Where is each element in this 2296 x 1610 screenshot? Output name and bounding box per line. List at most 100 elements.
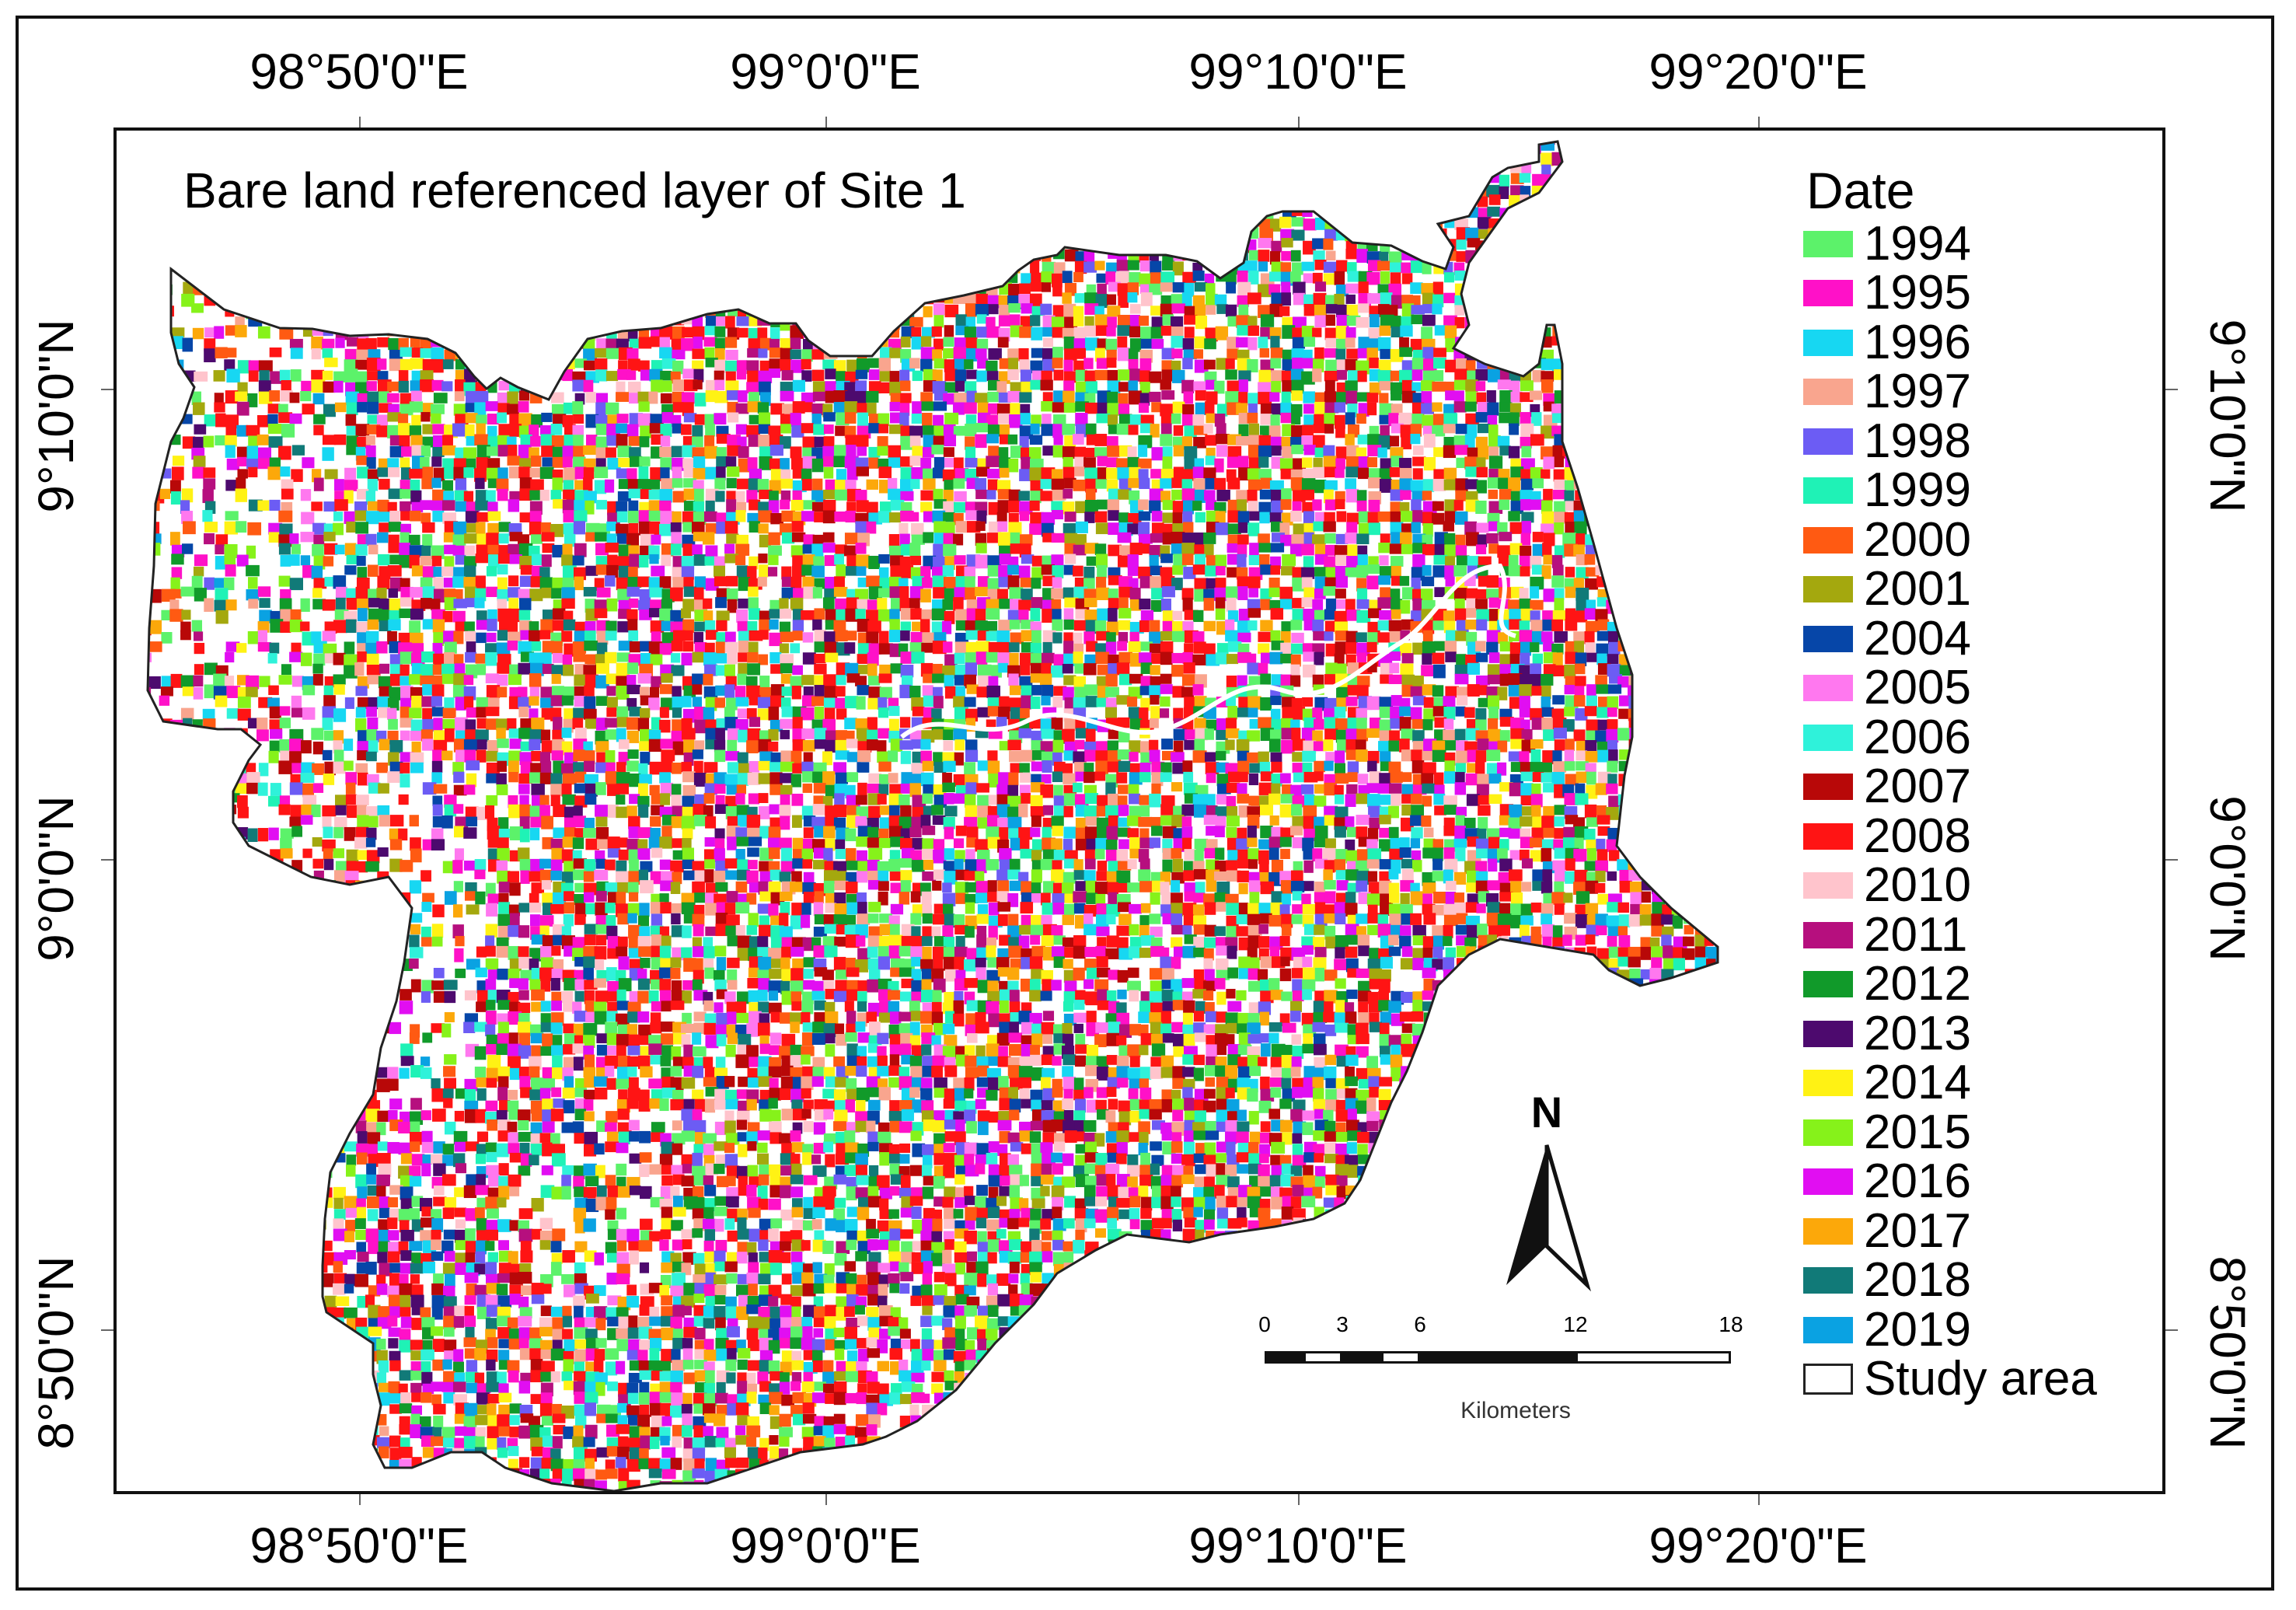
legend-item-2014: 2014 xyxy=(1803,1059,2097,1109)
scale-segment xyxy=(1420,1351,1575,1364)
graticule-tick xyxy=(101,859,113,861)
latitude-label-right-3: 8°50'0"N xyxy=(2200,1256,2256,1450)
legend-swatch-2019 xyxy=(1803,1316,1853,1343)
legend-swatch-1994 xyxy=(1803,230,1853,257)
latitude-label-left-1: 9°10'0"N xyxy=(28,319,84,513)
scale-tick-label: 0 xyxy=(1258,1312,1271,1336)
legend-label-2006: 2006 xyxy=(1864,710,1971,764)
legend-swatch-1995 xyxy=(1803,280,1853,307)
legend-label-2004: 2004 xyxy=(1864,611,1971,665)
map-canvas[interactable] xyxy=(117,131,2165,1494)
graticule-tick xyxy=(1298,1493,1300,1505)
legend-swatch-2015 xyxy=(1803,1119,1853,1146)
legend-swatch-2006 xyxy=(1803,724,1853,751)
legend-label-2007: 2007 xyxy=(1864,760,1971,814)
legend: Date 1994 1995 1996 1997 1998 1999 2000 2001 200… xyxy=(1803,162,2097,1404)
study-area-swatch xyxy=(1803,1364,1853,1395)
scale-bar: 0 3 6 12 18 Kilometers xyxy=(1251,1312,1780,1468)
legend-label-2012: 2012 xyxy=(1864,957,1971,1011)
legend-label-1995: 1995 xyxy=(1864,266,1971,320)
legend-label-2014: 2014 xyxy=(1864,1056,1971,1110)
legend-label-1998: 1998 xyxy=(1864,414,1971,468)
legend-item-2018: 2018 xyxy=(1803,1256,2097,1306)
legend-item-2001: 2001 xyxy=(1803,565,2097,615)
graticule-tick xyxy=(359,117,361,129)
legend-title: Date xyxy=(1806,162,1915,219)
legend-label-1997: 1997 xyxy=(1864,365,1971,419)
legend-item-2004: 2004 xyxy=(1803,614,2097,664)
legend-label-2000: 2000 xyxy=(1864,512,1971,567)
scale-tick-label: 12 xyxy=(1563,1312,1588,1336)
latitude-label-right-1: 9°10'0"N xyxy=(2200,319,2256,513)
longitude-label-bottom-2: 99°0'0"E xyxy=(730,1517,921,1573)
legend-item-1995: 1995 xyxy=(1803,269,2097,319)
legend-item-2008: 2008 xyxy=(1803,812,2097,861)
legend-swatch-2010 xyxy=(1803,872,1853,899)
legend-label-2011: 2011 xyxy=(1864,907,1968,962)
graticule-tick xyxy=(101,389,113,390)
legend-item-2011: 2011 xyxy=(1803,910,2097,960)
longitude-label-bottom-4: 99°20'0"E xyxy=(1649,1517,1868,1573)
legend-swatch-2012 xyxy=(1803,971,1853,998)
legend-item-1994: 1994 xyxy=(1803,219,2097,269)
longitude-label-bottom-1: 98°50'0"E xyxy=(249,1517,469,1573)
legend-item-1997: 1997 xyxy=(1803,368,2097,417)
legend-label-2019: 2019 xyxy=(1864,1302,1971,1357)
legend-item-2000: 2000 xyxy=(1803,515,2097,565)
legend-label-1994: 1994 xyxy=(1864,216,1971,271)
legend-item-2006: 2006 xyxy=(1803,713,2097,763)
legend-swatch-2011 xyxy=(1803,921,1853,948)
legend-item-study-area: Study area xyxy=(1803,1355,2097,1405)
graticule-tick xyxy=(1298,117,1300,129)
legend-swatch-2017 xyxy=(1803,1217,1853,1245)
scale-unit-label: Kilometers xyxy=(1460,1398,1571,1423)
legend-item-1998: 1998 xyxy=(1803,417,2097,466)
scale-tick-label: 18 xyxy=(1719,1312,1743,1336)
north-arrow: N xyxy=(1469,1091,1624,1386)
legend-swatch-2007 xyxy=(1803,774,1853,801)
legend-swatch-2018 xyxy=(1803,1267,1853,1294)
study-area-boundary xyxy=(146,140,1719,1491)
latitude-label-right-2: 9°0'0"N xyxy=(2200,795,2256,962)
legend-label-2013: 2013 xyxy=(1864,1006,1971,1060)
legend-label-1999: 1999 xyxy=(1864,463,1971,518)
legend-item-2005: 2005 xyxy=(1803,664,2097,714)
longitude-label-bottom-3: 99°10'0"E xyxy=(1188,1517,1408,1573)
legend-swatch-2016 xyxy=(1803,1168,1853,1196)
longitude-label-top-4: 99°20'0"E xyxy=(1649,44,1868,100)
scale-segment xyxy=(1265,1351,1303,1364)
graticule-tick xyxy=(1758,1493,1760,1505)
graticule-tick xyxy=(1758,117,1760,129)
legend-swatch-2013 xyxy=(1803,1020,1853,1047)
scale-segment xyxy=(1342,1351,1381,1364)
graticule-tick xyxy=(101,1329,113,1331)
legend-item-2013: 2013 xyxy=(1803,1009,2097,1059)
longitude-label-top-2: 99°0'0"E xyxy=(730,44,921,100)
longitude-label-top-1: 98°50'0"E xyxy=(249,44,469,100)
legend-item-2012: 2012 xyxy=(1803,960,2097,1010)
north-arrow-letter: N xyxy=(1530,1088,1563,1137)
scale-segment xyxy=(1575,1351,1731,1364)
legend-label-2015: 2015 xyxy=(1864,1105,1971,1159)
scale-segment xyxy=(1303,1351,1342,1364)
legend-item-2017: 2017 xyxy=(1803,1207,2097,1256)
legend-label-study-area: Study area xyxy=(1864,1352,2097,1406)
legend-label-2001: 2001 xyxy=(1864,562,1971,616)
legend-swatch-2005 xyxy=(1803,675,1853,702)
graticule-tick xyxy=(2165,389,2178,390)
legend-item-2010: 2010 xyxy=(1803,861,2097,911)
legend-swatch-1999 xyxy=(1803,477,1853,505)
legend-label-1996: 1996 xyxy=(1864,315,1971,369)
legend-item-2007: 2007 xyxy=(1803,763,2097,812)
legend-item-2019: 2019 xyxy=(1803,1305,2097,1355)
legend-items: 1994 1995 1996 1997 1998 1999 2000 2001 2004 2005… xyxy=(1803,219,2097,1355)
map-frame: Bare land referenced layer of Site 1 Dat… xyxy=(113,127,2165,1494)
legend-item-1999: 1999 xyxy=(1803,466,2097,516)
legend-label-2016: 2016 xyxy=(1864,1154,1971,1209)
legend-item-1996: 1996 xyxy=(1803,318,2097,368)
legend-label-2010: 2010 xyxy=(1864,858,1971,913)
legend-item-2015: 2015 xyxy=(1803,1108,2097,1158)
graticule-tick xyxy=(825,1493,827,1505)
graticule-tick xyxy=(2165,859,2178,861)
river-line xyxy=(900,563,1516,739)
